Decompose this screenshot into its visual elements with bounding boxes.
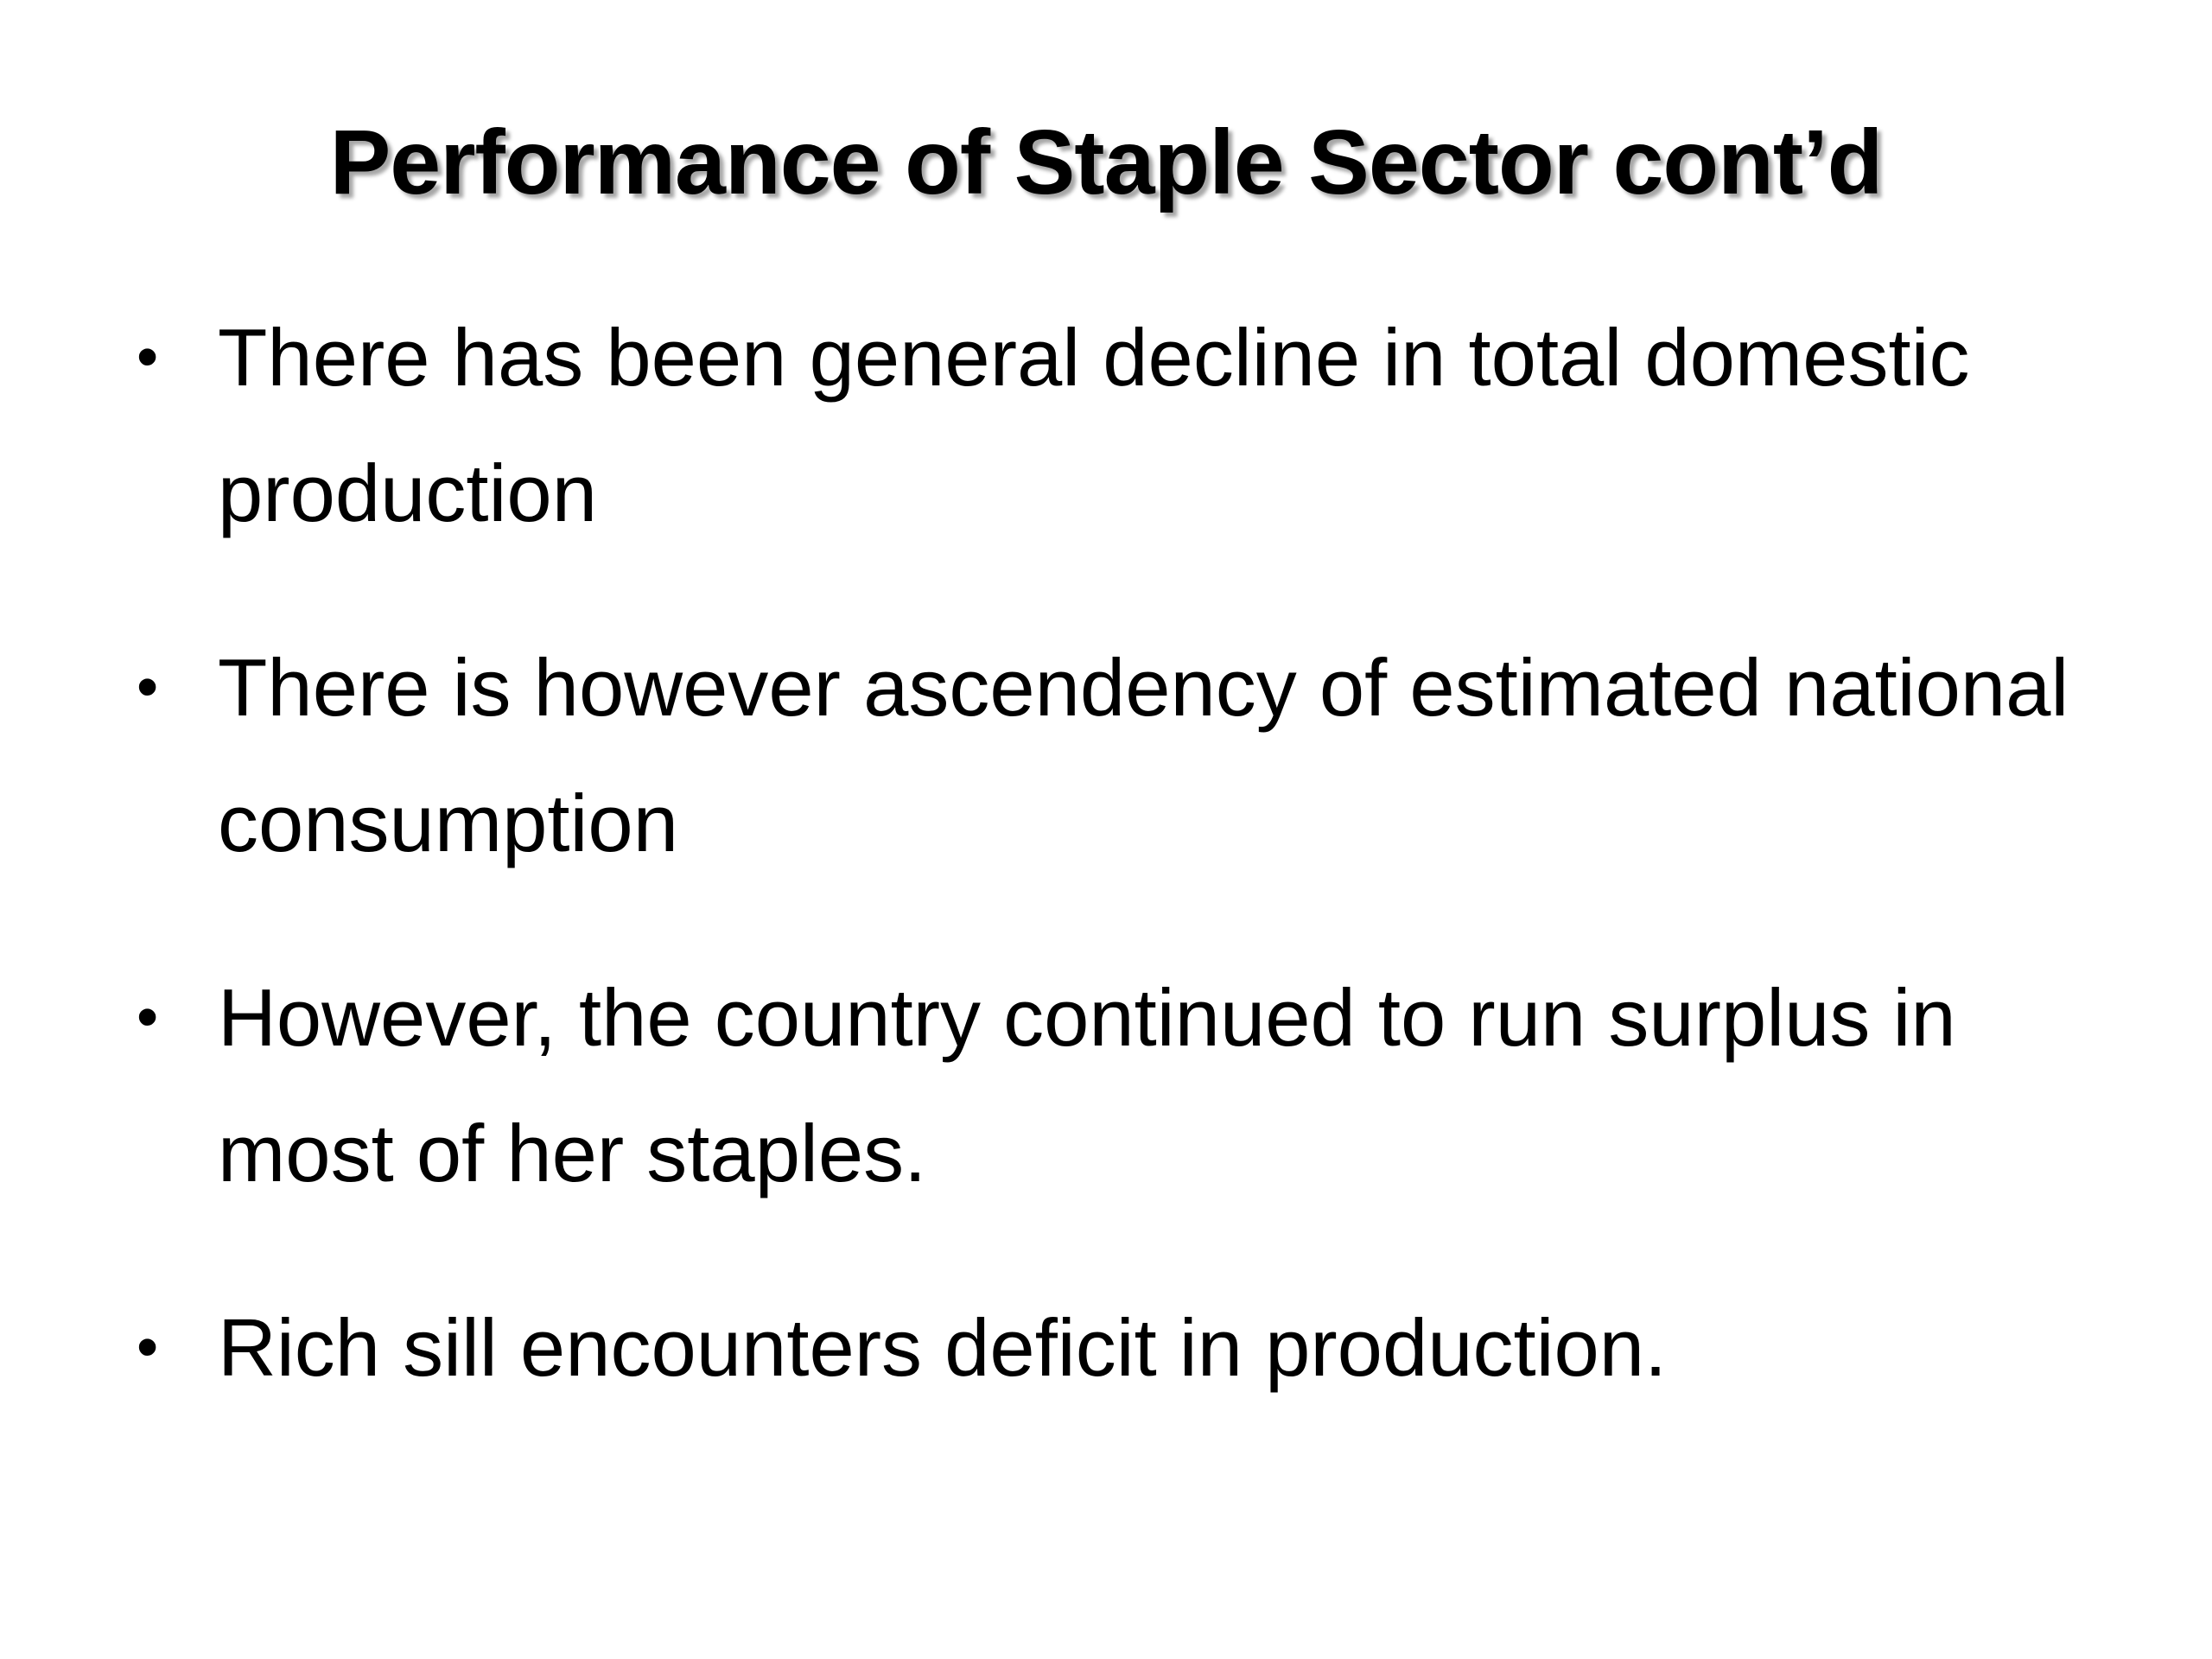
bullet-text: Rich sill encounters deficit in producti…	[218, 1302, 1668, 1393]
slide-title: Performance of Staple Sector cont’d	[329, 111, 1884, 213]
bullet-list: • There has been general decline in tota…	[131, 289, 2119, 1474]
bullet-text: However, the country continued to run su…	[218, 972, 1956, 1198]
bullet-item: • However, the country continued to run …	[131, 950, 2119, 1221]
bullet-icon: •	[137, 652, 159, 721]
bullet-icon: •	[137, 982, 159, 1052]
bullet-item: • There has been general decline in tota…	[131, 289, 2119, 561]
bullet-icon: •	[137, 1313, 159, 1382]
bullet-item: • There is however ascendency of estimat…	[131, 620, 2119, 891]
bullet-item: • Rich sill encounters deficit in produc…	[131, 1280, 2119, 1415]
bullet-icon: •	[137, 322, 159, 391]
bullet-text: There is however ascendency of estimated…	[218, 642, 2069, 868]
bullet-text: There has been general decline in total …	[218, 312, 1970, 538]
